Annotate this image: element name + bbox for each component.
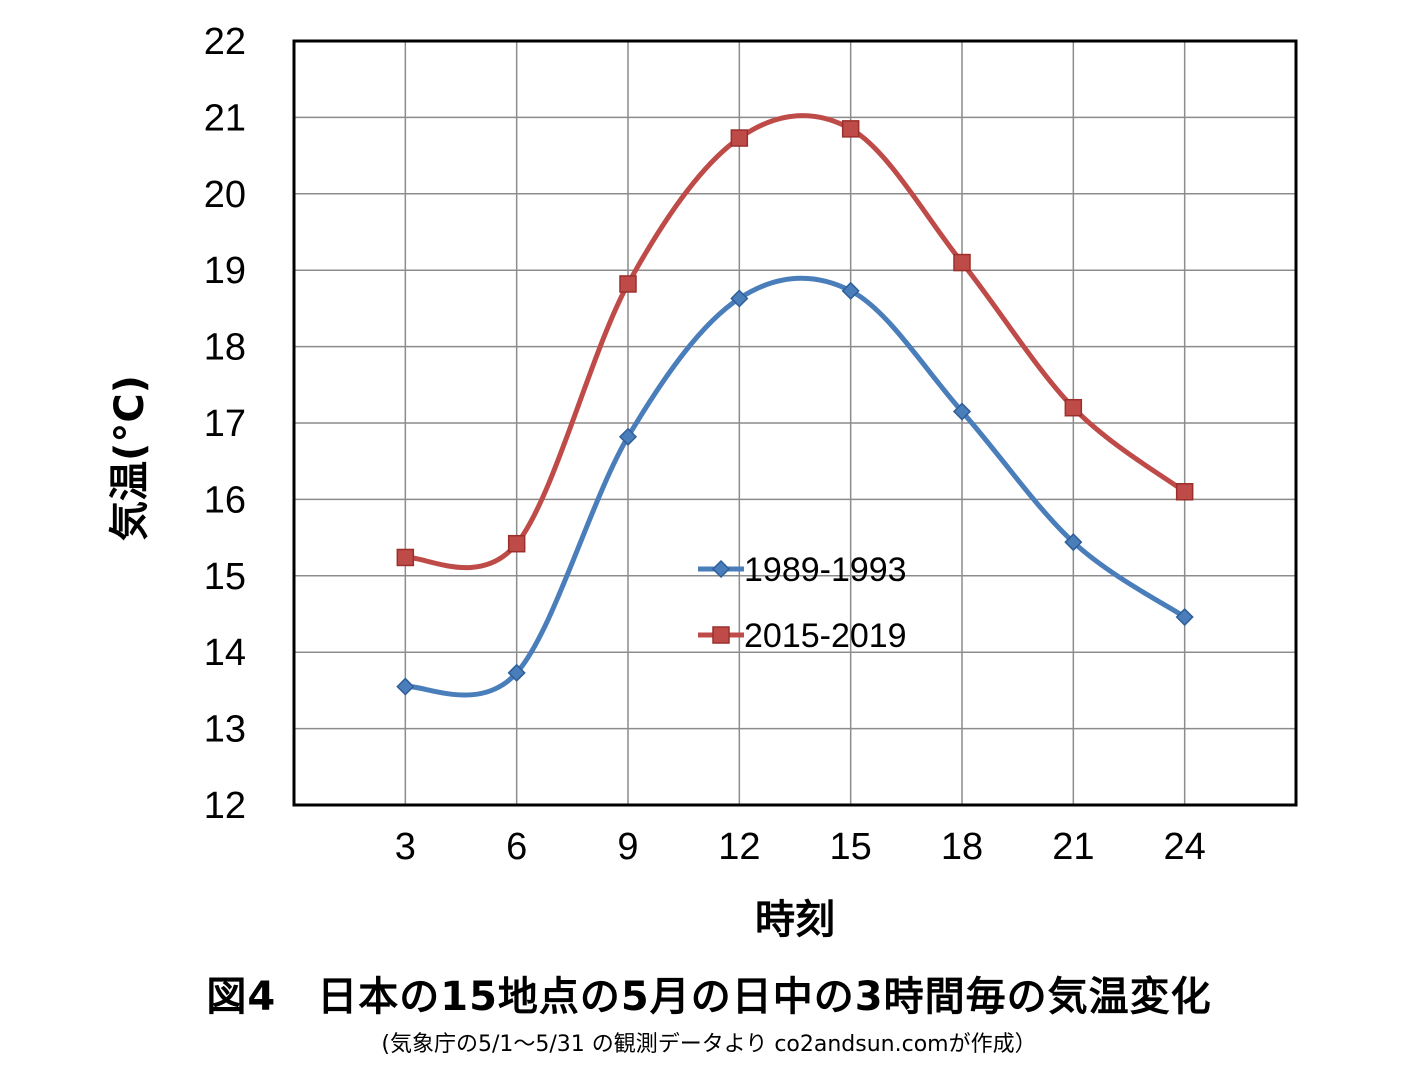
y-tick-label: 14 <box>204 632 246 674</box>
y-tick-label: 16 <box>204 479 246 521</box>
legend-marker <box>712 626 730 644</box>
data-point-series-2 <box>1175 483 1194 501</box>
y-tick-label: 20 <box>204 174 246 216</box>
data-point-series-1 <box>730 289 749 308</box>
data-point-series-1 <box>507 663 526 682</box>
figure-title: 図4 日本の15地点の5月の日中の3時間毎の気温変化 <box>206 974 1212 1020</box>
data-point-series-1 <box>396 677 415 696</box>
x-tick-label: 21 <box>1052 826 1094 868</box>
data-point-series-1 <box>1175 607 1194 627</box>
x-tick-label: 24 <box>1164 826 1206 868</box>
series-line-2 <box>402 113 1188 571</box>
plot-frame <box>292 39 1298 807</box>
line-chart: 12 13 14 15 16 17 18 19 20 21 22 3 6 9 12 15 18 21 24 1989… <box>107 21 1298 943</box>
data-point-series-1 <box>618 427 638 446</box>
y-tick-label: 15 <box>204 556 246 598</box>
y-tick-label: 19 <box>204 250 246 292</box>
series-line-1 <box>402 275 1188 698</box>
legend-marker <box>711 559 731 579</box>
y-tick-label: 13 <box>204 709 246 751</box>
grid <box>294 41 1296 805</box>
data-point-series-2 <box>841 120 860 138</box>
legend-label: 1989-1993 <box>744 551 907 589</box>
x-tick-label: 18 <box>941 826 983 868</box>
figure-note: (気象庁の5/1〜5/31 の観測データより co2andsun.comが作成） <box>381 1032 1037 1057</box>
data-point-series-1 <box>1064 533 1083 552</box>
y-tick-label: 12 <box>204 785 246 827</box>
x-tick-label: 6 <box>506 826 527 868</box>
y-axis-title: 気温(°C) <box>107 375 153 541</box>
data-point-series-2 <box>507 534 526 553</box>
legend: 1989-1993 2015-2019 <box>698 551 907 655</box>
y-tick-label: 18 <box>204 327 246 369</box>
legend-label: 2015-2019 <box>744 617 907 655</box>
x-tick-label: 9 <box>617 826 638 868</box>
series <box>396 113 1194 698</box>
data-point-series-2 <box>953 253 971 272</box>
data-point-series-2 <box>730 129 749 147</box>
data-point-series-2 <box>619 275 637 293</box>
data-point-series-2 <box>1064 398 1083 417</box>
data-point-series-1 <box>841 281 860 300</box>
x-tick-label: 15 <box>830 826 872 868</box>
y-tick-label: 17 <box>204 403 246 445</box>
x-tick-label: 12 <box>718 826 760 868</box>
y-tick-label: 21 <box>204 97 246 139</box>
x-tick-label: 3 <box>395 826 416 868</box>
axes: 12 13 14 15 16 17 18 19 20 21 22 3 6 9 12 15 18 21 24 <box>204 21 1298 868</box>
y-tick-label: 22 <box>204 21 246 63</box>
x-axis-title: 時刻 <box>755 897 835 943</box>
data-point-series-1 <box>952 402 972 421</box>
data-point-series-2 <box>396 548 415 567</box>
